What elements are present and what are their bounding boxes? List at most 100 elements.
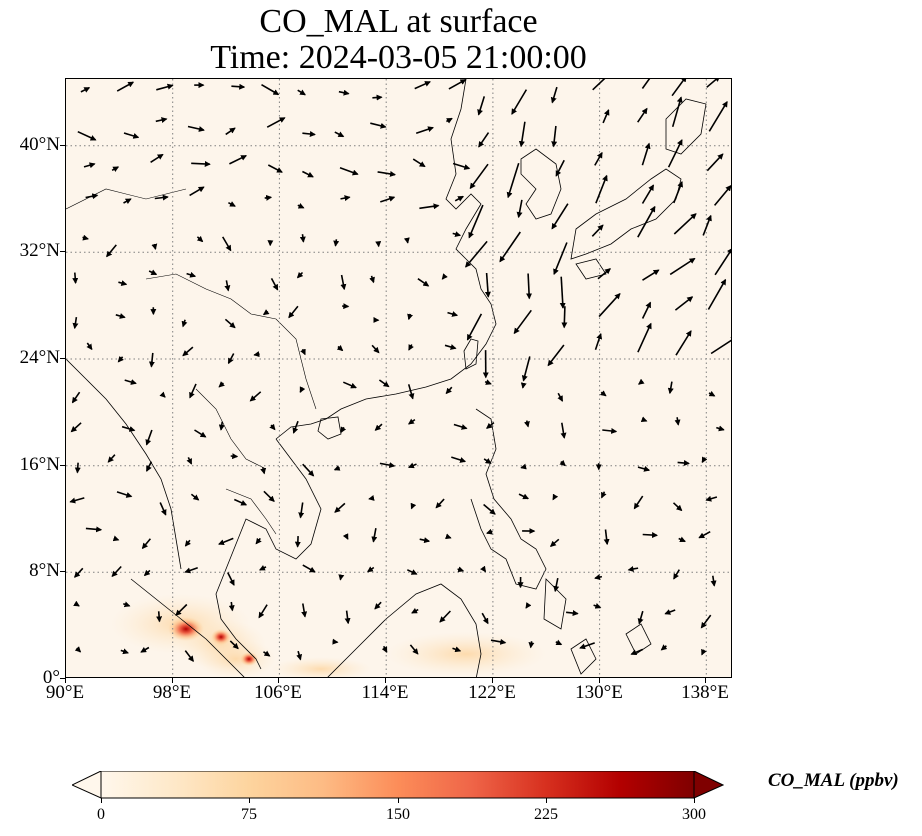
wind-arrow <box>253 351 260 358</box>
wind-arrow <box>553 242 568 276</box>
wind-arrow <box>231 83 246 90</box>
wind-arrow <box>154 194 169 201</box>
wind-arrow <box>301 603 308 618</box>
wind-arrow <box>415 126 434 134</box>
wind-arrow <box>116 81 135 92</box>
wind-arrow <box>297 89 306 96</box>
wind-arrow <box>513 309 532 335</box>
wind-arrow <box>603 529 610 546</box>
wind-arrow <box>445 533 452 540</box>
wind-arrow <box>299 234 306 243</box>
wind-arrow <box>371 528 378 543</box>
lat-tick-label: 8°N <box>29 560 60 581</box>
wind-arrow <box>143 569 151 577</box>
wind-arrow <box>150 153 164 163</box>
co-hotspot <box>240 652 258 666</box>
wind-arrow <box>124 379 137 385</box>
wind-arrow <box>483 458 492 464</box>
wind-arrow <box>333 465 341 471</box>
wind-arrow <box>300 348 306 356</box>
wind-arrow <box>194 429 207 438</box>
colorbar-extend-min <box>72 771 102 799</box>
wind-arrow <box>156 83 174 91</box>
wind-arrow <box>407 313 413 321</box>
wind-arrow <box>260 467 266 475</box>
colorbar-tick-label: 150 <box>386 806 410 823</box>
wind-arrow <box>299 386 306 393</box>
wind-arrow <box>521 356 531 382</box>
lon-tick-label: 106°E <box>254 682 302 703</box>
wind-arrow <box>298 502 305 519</box>
wind-arrow <box>448 79 467 90</box>
wind-arrow <box>259 565 267 571</box>
wind-arrow <box>218 421 225 431</box>
lat-tick-label: 24°N <box>19 347 60 368</box>
wind-arrow <box>667 139 683 168</box>
wind-arrow <box>85 526 103 533</box>
wind-arrow <box>637 465 651 472</box>
wind-arrow <box>452 162 471 170</box>
wind-arrow <box>226 572 235 586</box>
wind-arrow <box>641 142 651 166</box>
wind-arrow <box>406 569 418 575</box>
wind-arrow <box>225 127 236 136</box>
wind-arrow <box>499 231 521 263</box>
coastlines <box>66 79 707 677</box>
wind-arrow <box>452 231 462 237</box>
wind-arrow <box>633 495 644 510</box>
wind-arrow <box>377 170 396 177</box>
wind-arrow <box>182 346 194 357</box>
wind-arrow <box>186 271 197 278</box>
colorbar-tick-mark <box>249 798 250 803</box>
wind-arrow <box>123 198 132 205</box>
wind-arrow <box>366 566 375 573</box>
wind-arrow <box>229 640 239 650</box>
wind-arrow <box>484 379 492 385</box>
lat-tick-mark <box>60 465 65 466</box>
lon-tick-mark <box>65 678 66 683</box>
wind-arrow <box>374 601 382 610</box>
colorbar-gradient <box>100 771 695 799</box>
wind-arrow <box>407 384 415 400</box>
wind-arrow <box>602 427 618 434</box>
wind-arrow <box>410 502 417 510</box>
wind-arrow <box>592 79 606 91</box>
wind-arrow <box>637 610 644 625</box>
co-concentration-field <box>111 594 546 677</box>
wind-arrow <box>184 539 191 547</box>
wind-arrow <box>112 535 120 542</box>
wind-arrow <box>342 533 349 540</box>
wind-arrow <box>457 566 465 573</box>
wind-arrow <box>342 381 357 389</box>
wind-arrow <box>557 392 564 402</box>
wind-arrow <box>175 603 188 616</box>
wind-arrow <box>111 166 120 173</box>
wind-arrow <box>340 426 347 434</box>
wind-arrow <box>708 390 716 397</box>
wind-arrow <box>674 417 681 426</box>
wind-arrow <box>230 453 239 460</box>
wind-arrow <box>638 378 645 385</box>
wind-arrow <box>334 131 345 138</box>
wind-arrow <box>145 429 153 446</box>
co-hotspot <box>168 617 204 641</box>
wind-arrow <box>525 602 532 609</box>
wind-arrow <box>708 100 728 132</box>
wind-arrow <box>669 257 696 276</box>
lon-tick-label: 138°E <box>681 682 729 703</box>
wind-arrow <box>191 160 211 167</box>
colorbar-tick-mark <box>694 798 695 803</box>
wind-arrow <box>600 390 607 397</box>
wind-arrow <box>660 644 668 651</box>
wind-arrow <box>702 214 712 236</box>
colorbar-tick-label: 225 <box>534 806 558 823</box>
wind-arrow <box>594 574 603 580</box>
wind-arrow <box>446 117 453 124</box>
wind-arrow <box>403 237 410 244</box>
wind-arrow <box>302 170 314 178</box>
wind-arrow <box>224 318 236 329</box>
wind-arrow <box>524 420 530 428</box>
lon-tick-mark <box>278 678 279 683</box>
wind-arrow <box>332 638 339 645</box>
wind-arrow <box>598 292 621 318</box>
